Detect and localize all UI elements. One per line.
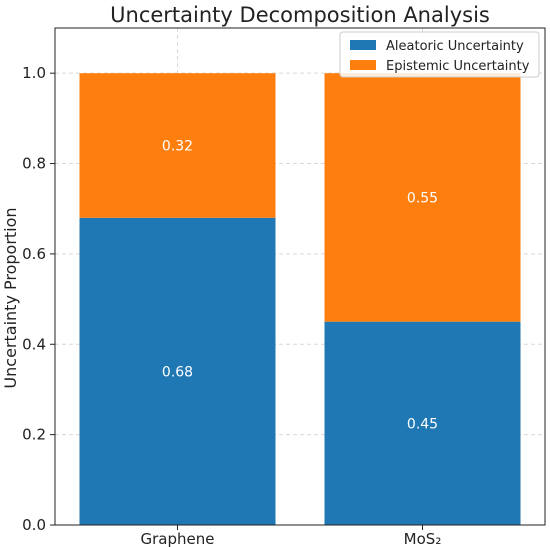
bar-value-label: 0.55 [407,190,438,206]
axes [50,27,546,530]
legend: Aleatoric Uncertainty Epistemic Uncertai… [339,31,540,78]
bar-value-label: 0.68 [162,364,193,380]
bar-aleatoric-2 [324,321,521,525]
legend-frame [339,31,540,78]
bar-value-label: 0.45 [407,416,438,432]
plot-frame [54,27,546,526]
legend-label-epistemic: Epistemic Uncertainty [386,59,530,74]
bar-epistemic-2 [324,73,521,322]
bar-epistemic-1 [79,73,276,218]
legend-swatch-epistemic [350,60,376,70]
legend-label-aleatoric: Aleatoric Uncertainty [386,39,524,54]
bar-value-labels: 0.68 0.32 0.45 0.55 [162,138,438,432]
x-tick-label: MoS₂ [404,530,442,547]
chart-title: Uncertainty Decomposition Analysis [110,3,490,27]
bar-aleatoric-1 [79,217,276,525]
tick-labels: 0.0 0.2 0.4 0.6 0.8 1.0 Graphene MoS₂ [22,64,441,547]
y-tick-label: 1.0 [22,64,46,82]
bars [79,73,521,525]
x-tick-label: Graphene [141,530,215,547]
bar-value-label: 0.32 [162,138,193,154]
y-tick-label: 0.0 [22,516,46,534]
y-axis-label: Uncertainty Proportion [1,207,20,388]
y-tick-label: 0.8 [22,155,46,173]
y-tick-label: 0.4 [22,335,46,353]
y-tick-label: 0.6 [22,245,46,263]
legend-swatch-aleatoric [350,40,376,50]
y-tick-label: 0.2 [22,426,46,444]
